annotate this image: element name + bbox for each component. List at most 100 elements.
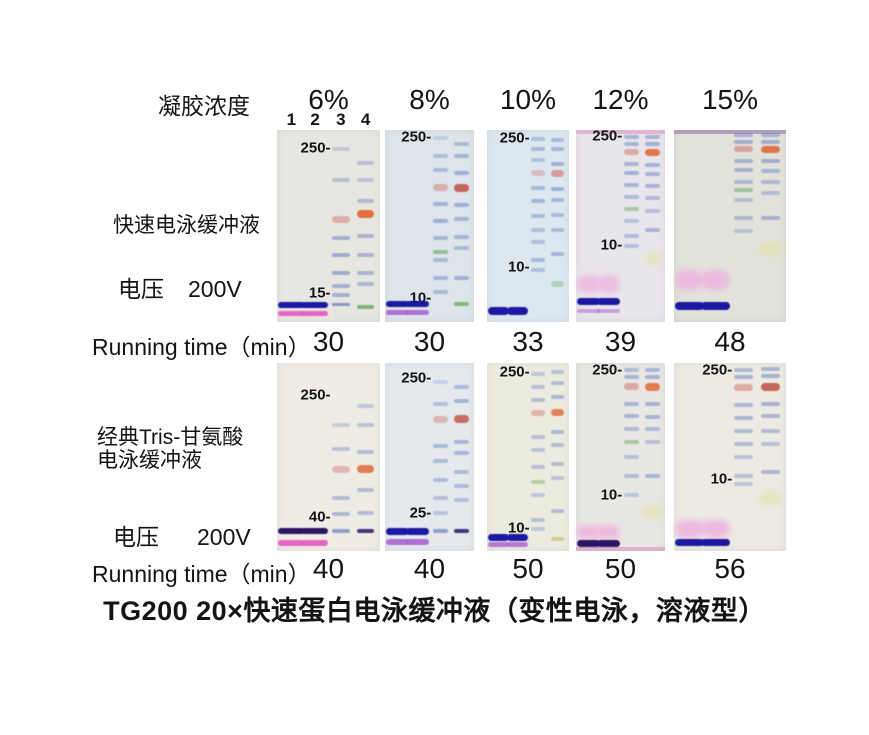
gel-band: [550, 137, 565, 142]
gel-band: [332, 529, 350, 534]
gel-band: [506, 542, 528, 548]
gel-band: [733, 455, 753, 459]
concentration-header: 12%: [592, 84, 649, 115]
lane-number: 2: [310, 110, 320, 129]
gel-band: [623, 367, 639, 372]
gel-band: [530, 384, 545, 389]
gel-band: [453, 529, 470, 534]
running-time-value: 33: [512, 326, 544, 357]
gel-band: [644, 402, 661, 407]
gel-band: [623, 134, 639, 139]
gel-band: [644, 172, 661, 177]
gel-band: [760, 216, 780, 221]
gel-band: [733, 188, 753, 193]
gel-band: [733, 168, 753, 173]
gel-band: [332, 512, 350, 517]
gel-band: [453, 301, 470, 306]
gel-bottom-edge: [576, 547, 665, 551]
gel-band: [733, 132, 753, 137]
gel-band: [278, 311, 305, 317]
gel-band: [530, 448, 545, 453]
gel-band: [453, 470, 470, 475]
gel-band: [597, 309, 621, 314]
gel-band: [675, 539, 705, 547]
running-time-value: 50: [512, 553, 544, 584]
mw-marker-label: 10-: [507, 258, 530, 276]
gel-band: [760, 145, 780, 153]
gel-band: [453, 246, 470, 251]
gel-band: [432, 201, 448, 206]
gel-band: [700, 301, 730, 310]
gel-band: [643, 504, 662, 519]
gel-band: [356, 252, 375, 257]
gel-band: [760, 428, 780, 433]
gel-top-edge: [576, 130, 665, 134]
voltage-value: 200V: [188, 276, 242, 302]
gel-band: [550, 370, 565, 375]
gel-band: [644, 227, 661, 232]
gel-band: [733, 482, 753, 487]
gel-band: [432, 249, 448, 254]
gel-band: [550, 442, 565, 447]
gel-band: [453, 142, 470, 147]
gel-band: [356, 465, 375, 474]
gel-band: [623, 195, 639, 200]
gel-band: [453, 385, 470, 390]
gel-band: [675, 301, 705, 310]
gel-band: [550, 508, 565, 513]
gel-band: [644, 134, 661, 139]
gel-top-edge: [674, 130, 786, 134]
gel-band: [356, 529, 375, 534]
gel-band: [453, 275, 470, 280]
gel-band: [530, 227, 545, 232]
gel-band: [356, 271, 375, 276]
gel-band: [550, 536, 565, 541]
gel-band: [332, 215, 350, 223]
gel-band: [530, 372, 545, 377]
gel-band: [385, 300, 409, 307]
gel-band: [550, 475, 565, 480]
gel-band: [453, 171, 470, 176]
gel-band: [760, 402, 780, 407]
gel-band: [332, 271, 350, 276]
gel-band: [760, 366, 780, 371]
voltage-row-2: 电压 200V: [113, 518, 251, 552]
gel-band: [301, 311, 329, 317]
gel-band: [733, 216, 753, 221]
gel-band: [644, 183, 661, 188]
gel-band: [760, 132, 780, 137]
gel-band: [644, 162, 661, 167]
gel-band: [432, 458, 448, 463]
gel-band: [453, 439, 470, 444]
gel-band: [733, 441, 753, 446]
gel-band: [623, 455, 639, 459]
concentration-header: 8%: [409, 84, 450, 115]
gel-band: [530, 136, 545, 141]
gel-band: [550, 461, 565, 466]
voltage-label: 电压: [118, 276, 164, 302]
gel-band: [733, 428, 753, 433]
gel-band: [550, 213, 565, 218]
gel-band: [530, 268, 545, 273]
gel-band: [550, 161, 565, 166]
mw-marker-label: 25-: [409, 504, 432, 522]
gel-band: [733, 179, 753, 184]
gel-band: [453, 451, 470, 456]
mw-marker-label: 10-: [710, 470, 733, 488]
gel-band: [760, 139, 780, 144]
gel-band: [385, 538, 409, 545]
gel-band: [550, 186, 565, 191]
gel-band: [530, 185, 545, 190]
running-time-value: 39: [604, 326, 637, 357]
running-time-value: 48: [714, 326, 746, 357]
gel-band: [432, 153, 448, 158]
gel-band: [597, 525, 621, 540]
concentration-header: 6%: [308, 84, 349, 115]
gel-band: [432, 529, 448, 534]
gel-band: [760, 374, 780, 379]
gel-band: [623, 402, 639, 407]
mw-marker-label: 250-: [300, 139, 331, 157]
lane-number: 4: [360, 110, 371, 129]
buffer-label-classic-line2: 电泳缓冲液: [97, 449, 202, 472]
gel-band: [550, 394, 565, 399]
